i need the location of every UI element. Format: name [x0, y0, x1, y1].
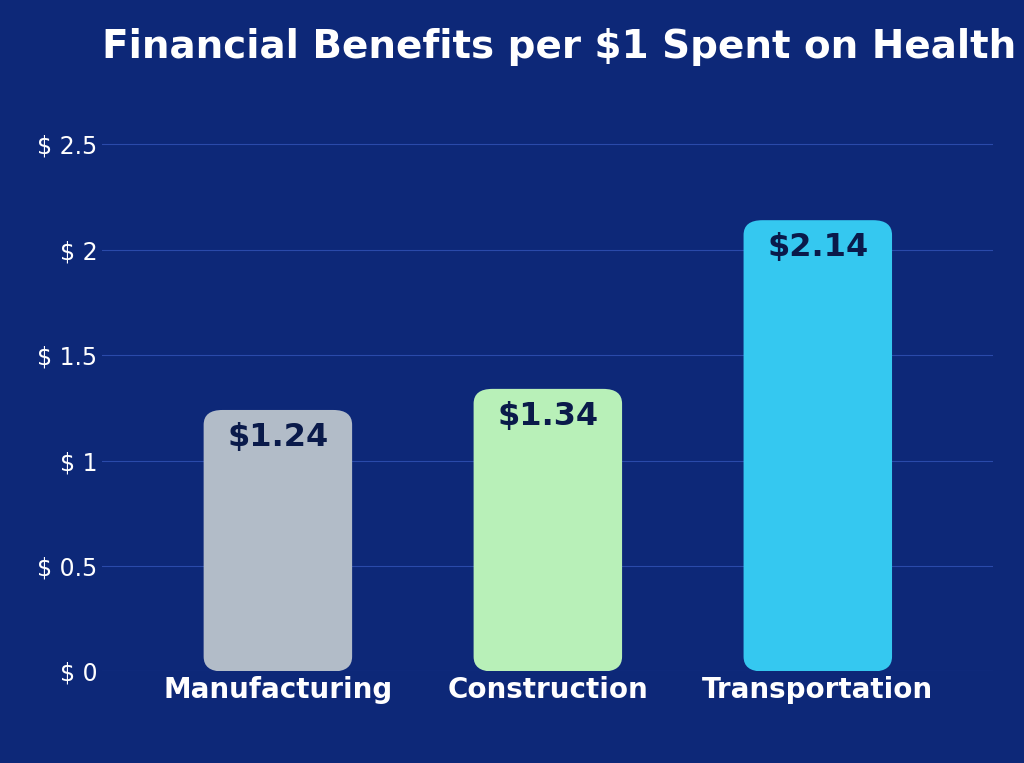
Text: Financial Benefits per $1 Spent on Health and Safety: Financial Benefits per $1 Spent on Healt… [102, 28, 1024, 66]
FancyBboxPatch shape [204, 410, 352, 671]
FancyBboxPatch shape [473, 389, 623, 671]
FancyBboxPatch shape [743, 221, 892, 671]
Text: $2.14: $2.14 [767, 232, 868, 263]
Text: $1.24: $1.24 [227, 422, 329, 453]
Text: $1.34: $1.34 [498, 401, 598, 432]
